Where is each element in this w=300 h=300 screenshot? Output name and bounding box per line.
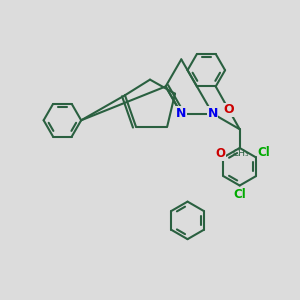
Text: N: N xyxy=(176,107,187,120)
Text: O: O xyxy=(215,147,225,160)
Text: Cl: Cl xyxy=(233,188,246,201)
Text: Cl: Cl xyxy=(257,146,270,160)
Text: CH₃: CH₃ xyxy=(233,149,250,158)
Text: N: N xyxy=(207,107,218,120)
Text: O: O xyxy=(224,103,234,116)
